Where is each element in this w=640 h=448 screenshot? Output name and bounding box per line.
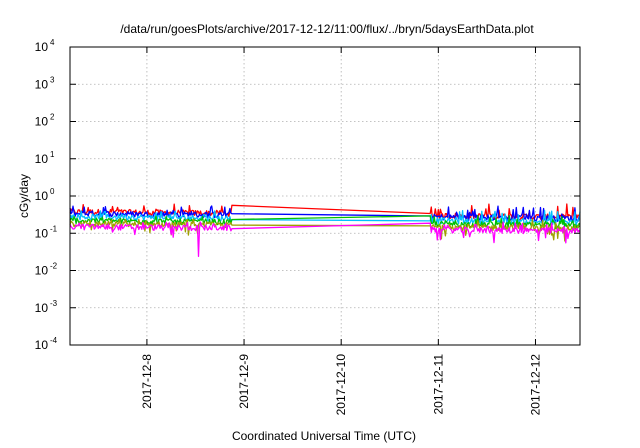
y-tick-label: 10 bbox=[35, 226, 49, 240]
plot-frame bbox=[69, 46, 581, 346]
x-tick-label: 2017-12-9 bbox=[237, 354, 251, 409]
grid bbox=[70, 47, 580, 345]
x-tick-label: 2017-12-8 bbox=[140, 354, 154, 409]
y-tick-label: 10 bbox=[35, 77, 49, 91]
y-tick-exponent: -3 bbox=[50, 299, 58, 308]
y-tick-label: 10 bbox=[35, 338, 49, 352]
x-axis-label: Coordinated Universal Time (UTC) bbox=[232, 429, 416, 443]
y-tick-exponent: 0 bbox=[50, 187, 55, 196]
y-axis-label: cGy/day bbox=[17, 174, 31, 218]
y-tick-exponent: 3 bbox=[50, 75, 55, 84]
x-tick-label: 2017-12-12 bbox=[528, 354, 542, 416]
y-tick-label: 10 bbox=[35, 40, 49, 54]
y-tick-exponent: -2 bbox=[50, 262, 58, 271]
y-tick-label: 10 bbox=[35, 189, 49, 203]
chart-title: /data/run/goesPlots/archive/2017-12-12/1… bbox=[120, 22, 534, 36]
y-tick-exponent: 1 bbox=[50, 150, 55, 159]
y-tick-exponent: -1 bbox=[50, 224, 58, 233]
series-line bbox=[69, 221, 581, 257]
x-tick-label: 2017-12-10 bbox=[334, 354, 348, 416]
y-tick-label: 10 bbox=[35, 301, 49, 315]
y-tick-label: 10 bbox=[35, 152, 49, 166]
y-tick-exponent: 4 bbox=[50, 38, 55, 47]
y-tick-exponent: -4 bbox=[50, 336, 58, 345]
x-tick-label: 2017-12-11 bbox=[431, 354, 445, 415]
y-tick-label: 10 bbox=[35, 264, 49, 278]
y-tick-label: 10 bbox=[35, 115, 49, 129]
y-tick-exponent: 2 bbox=[50, 113, 55, 122]
series-group bbox=[69, 203, 581, 257]
